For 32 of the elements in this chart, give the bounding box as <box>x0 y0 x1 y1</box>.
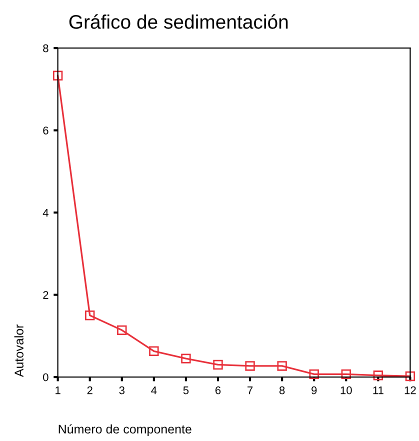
y-tick-label: 8 <box>43 44 48 52</box>
point <box>117 325 127 336</box>
y-tick-label: 6 <box>43 126 48 134</box>
x-tick-label: 5 <box>183 386 189 394</box>
point <box>277 361 287 371</box>
x-axis-title: Número de componente <box>58 424 192 436</box>
point <box>309 369 319 380</box>
x-tick-label: 1 <box>56 386 60 394</box>
point <box>405 371 416 382</box>
point <box>373 370 384 380</box>
x-tick-label: 7 <box>248 386 253 394</box>
x-tick-label: 9 <box>312 386 317 394</box>
y-tick-label: 4 <box>42 208 48 217</box>
point <box>213 360 223 370</box>
x-tick-label: 11 <box>373 386 384 394</box>
point <box>149 346 159 356</box>
x-tick-label: 3 <box>119 386 124 394</box>
x-tick-label: 12 <box>404 386 416 394</box>
x-tick-label: 2 <box>87 386 92 394</box>
y-tick-label: 2 <box>43 291 48 299</box>
x-tick-label: 10 <box>340 386 352 394</box>
point <box>84 310 95 320</box>
point <box>181 354 191 364</box>
point <box>245 361 255 371</box>
point <box>52 70 63 80</box>
chart-title: Gráfico de sedimentación <box>69 14 288 29</box>
x-tick-label: 4 <box>151 386 157 394</box>
x-tick-label: 6 <box>215 386 221 394</box>
y-axis-title: Autovalor <box>14 324 24 378</box>
y-tick-label: 0 <box>43 373 48 382</box>
x-tick-label: 8 <box>279 386 285 394</box>
point <box>341 369 351 380</box>
